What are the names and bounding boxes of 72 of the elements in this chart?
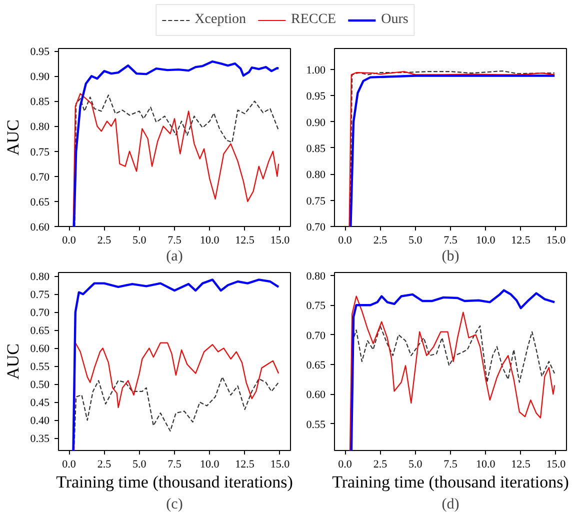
y-tick-label: 0.70 [30,171,50,184]
x-tick-label: 7.5 [168,234,182,246]
y-tick-label: 0.90 [30,71,50,84]
y-tick-label: 0.60 [306,389,326,402]
y-tick-label: 0.70 [306,330,326,342]
y-tick-label: 0.80 [30,121,50,134]
y-tick-label: 0.90 [306,116,326,129]
line-series [72,60,280,226]
y-tick-label: 0.50 [30,379,50,392]
legend-label: RECCE [290,12,336,28]
y-tick-label: 0.75 [306,300,326,312]
y-tick-label: 0.40 [30,415,50,428]
text: (b) [442,248,460,264]
y-tick-label: 0.75 [306,195,326,208]
y-axis-title: AUC [3,344,22,380]
y-tick-label: 0.80 [30,271,50,284]
y-tick-label: 0.60 [30,343,50,356]
y-tick-label: 1.00 [306,64,326,76]
text: (d) [442,496,460,512]
x-tick-label: 15.0 [546,234,566,246]
x-tick-label: 2.5 [373,458,388,470]
x-tick-label: 0.0 [62,234,76,246]
x-tick-label: 12.5 [511,234,531,246]
x-tick-label: 5.0 [132,458,147,470]
x-tick-label: 10.0 [200,234,220,246]
y-tick-label: 0.80 [306,270,326,282]
x-tick-label: 10.0 [476,458,496,470]
x-tick-label: 12.5 [235,458,255,470]
y-tick-label: 0.35 [30,433,50,446]
x-axis-title: Training time (thousand iterations) [332,472,569,492]
y-axis-title: AUC [3,120,22,156]
x-tick-label: 7.5 [168,458,182,470]
x-tick-label: 2.5 [373,234,388,246]
y-tick-label: 0.70 [30,307,50,320]
y-tick-label: 0.55 [30,361,50,374]
y-tick-label: 0.70 [306,222,326,234]
x-tick-label: 10.0 [476,234,496,246]
x-tick-label: 7.5 [444,234,458,246]
y-tick-label: 0.45 [30,397,50,410]
x-tick-label: 7.5 [444,458,458,470]
legend-label: Ours [381,12,408,28]
x-tick-label: 5.0 [132,234,147,246]
y-tick-label: 0.65 [306,359,326,372]
text: (a) [166,248,183,264]
y-tick-label: 0.75 [30,146,50,158]
text: (c) [166,496,183,512]
x-tick-label: 2.5 [97,458,112,470]
line-series [72,278,280,450]
x-tick-label: 0.0 [62,458,76,470]
x-tick-label: 5.0 [408,234,423,246]
x-tick-label: 15.0 [270,234,290,246]
x-axis-title: Training time (thousand iterations) [56,472,293,492]
y-tick-label: 0.65 [30,325,50,338]
x-tick-label: 15.0 [270,458,290,470]
x-tick-label: 0.0 [338,458,352,470]
x-tick-label: 0.0 [338,234,352,246]
x-tick-label: 10.0 [200,458,220,470]
x-tick-label: 5.0 [408,458,423,470]
y-tick-label: 0.85 [30,96,50,108]
x-tick-label: 2.5 [97,234,112,246]
y-tick-label: 0.80 [306,169,326,182]
y-tick-label: 0.55 [306,418,326,431]
y-tick-label: 0.85 [306,142,326,155]
x-tick-label: 12.5 [511,458,531,470]
x-tick-label: 12.5 [235,234,255,246]
x-tick-label: 15.0 [546,458,566,470]
legend-label: Xception [194,12,246,28]
y-tick-label: 0.95 [306,90,326,103]
y-tick-label: 0.65 [30,196,50,208]
y-tick-label: 0.75 [30,289,50,302]
y-tick-label: 0.60 [30,222,50,234]
y-tick-label: 0.95 [30,46,50,58]
